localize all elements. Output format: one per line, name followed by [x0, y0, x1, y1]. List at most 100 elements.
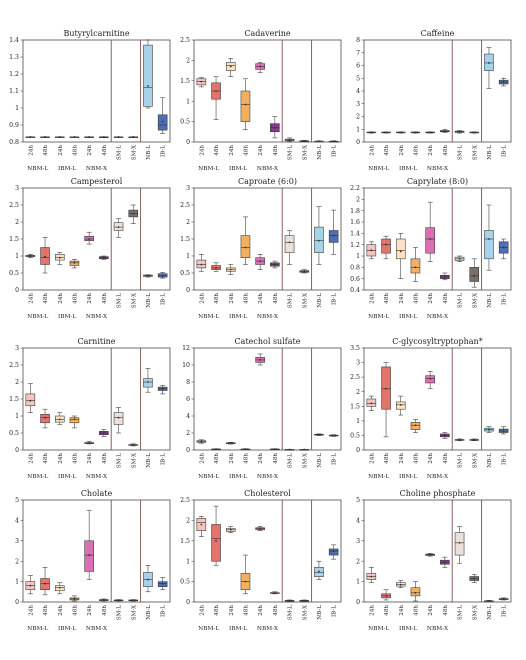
mean-point: [318, 433, 320, 436]
box-24h: [25, 136, 36, 138]
x-tick-label: 48h: [273, 605, 279, 616]
y-tick-label: 3: [356, 538, 360, 545]
mean-point: [132, 212, 135, 215]
y-tick-label: 1: [356, 579, 360, 586]
mean-point: [117, 226, 120, 229]
panel-3: Caffeine 0 1 2 3 4 5 6 7 8 24h 48h 24h 48h 24h 48h SM-L S…: [356, 29, 512, 172]
mean-point: [200, 263, 203, 266]
x-tick-label: SM-L: [117, 605, 123, 620]
group-label: NBM-L: [198, 474, 219, 480]
box-24h: [84, 136, 94, 138]
box-24h: [196, 439, 207, 444]
y-tick-label: 3: [15, 345, 19, 352]
panel-11: Cholesterol 0 0.5 1 1.5 2 2.5 24h 48h 24h 48h 24h 48…: [180, 489, 342, 632]
mean-point: [73, 261, 76, 264]
y-tick-label: 2: [356, 196, 360, 203]
panel-10: Cholate 0 1 2 3 4 5 24h 48h 24h 48h 24h 48h SM-L SM-X N…: [15, 489, 171, 632]
y-tick-label: 8: [356, 37, 360, 44]
box-NB-L: [484, 204, 494, 271]
x-tick-label: 24h: [58, 145, 64, 156]
x-tick-label: 24h: [369, 145, 375, 156]
box-body: [454, 532, 465, 556]
mean-point: [229, 442, 232, 445]
panel-title: Choline phosphate: [400, 489, 476, 498]
y-tick-label: 0.5: [180, 270, 190, 277]
x-tick-label: 48h: [384, 605, 390, 616]
mean-point: [73, 598, 76, 600]
y-tick-label: 6: [356, 63, 360, 70]
mean-point: [73, 418, 76, 421]
box-SM-L: [284, 230, 295, 265]
plot-frame: [193, 39, 342, 143]
box-24h: [84, 509, 94, 580]
mean-point: [200, 523, 203, 526]
x-tick-label: IB-L: [161, 453, 167, 465]
mean-point: [385, 594, 387, 597]
box-SM-X: [128, 599, 139, 602]
mean-point: [414, 266, 417, 269]
x-tick-label: NB-L: [317, 293, 323, 308]
plot-frame: [363, 499, 512, 603]
box-24h: [54, 412, 65, 425]
box-48h: [40, 408, 50, 429]
box-24h: [225, 264, 236, 275]
x-tick-label: 48h: [43, 453, 49, 464]
y-tick-label: 2.5: [9, 362, 19, 369]
x-tick-label: 24h: [58, 605, 64, 616]
x-tick-label: IB-L: [161, 145, 167, 157]
x-tick-label: 48h: [443, 605, 449, 616]
panel-title: Campesterol: [71, 177, 123, 186]
box-NB-L: [484, 47, 494, 89]
y-tick-label: 1: [356, 418, 360, 425]
x-tick-label: 24h: [28, 145, 34, 156]
panel-title: Cholate: [81, 489, 113, 498]
x-tick-label: SM-L: [288, 605, 294, 620]
box-48h: [211, 448, 221, 451]
x-tick-label: 24h: [428, 293, 434, 304]
box-SM-L: [113, 218, 124, 238]
box-NB-L: [143, 39, 153, 109]
box-body: [328, 548, 339, 556]
mean-point: [273, 592, 276, 594]
y-tick-label: 2: [15, 558, 19, 565]
y-tick-label: 4: [356, 88, 360, 95]
x-tick-label: NB-L: [146, 605, 152, 620]
box-48h: [270, 260, 280, 269]
box-48h: [211, 76, 221, 120]
x-tick-label: 24h: [258, 453, 264, 464]
mean-point: [502, 430, 505, 432]
group-label: NBM-X: [427, 314, 449, 320]
x-tick-label: SM-L: [458, 453, 464, 468]
x-tick-label: 24h: [229, 453, 235, 464]
box-48h: [270, 116, 280, 139]
box-SM-L: [454, 130, 465, 134]
group-label: IBM-L: [58, 166, 76, 172]
mean-point: [117, 599, 120, 602]
plot-frame: [22, 347, 171, 451]
mean-point: [399, 250, 402, 253]
mean-point: [147, 274, 149, 277]
box-SM-X: [128, 136, 139, 138]
mean-point: [102, 136, 105, 138]
box-NB-L: [314, 206, 324, 265]
box-48h: [240, 448, 251, 451]
box-body: [469, 267, 480, 282]
y-tick-label: 2: [186, 58, 190, 65]
x-tick-label: 24h: [428, 605, 434, 616]
x-tick-label: 24h: [229, 605, 235, 616]
box-24h: [225, 526, 236, 533]
box-48h: [381, 235, 391, 260]
x-tick-label: SM-X: [472, 145, 478, 160]
y-tick-label: 0: [15, 599, 19, 606]
box-24h: [225, 58, 236, 77]
group-label: NBM-X: [257, 474, 279, 480]
y-tick-label: 2.5: [180, 497, 190, 504]
x-tick-label: 24h: [87, 605, 93, 616]
box-SM-X: [128, 204, 139, 224]
x-tick-label: 48h: [273, 453, 279, 464]
group-label: NBM-X: [86, 626, 108, 632]
group-label: NBM-X: [427, 166, 449, 172]
box-24h: [366, 395, 377, 411]
box-SM-X: [299, 140, 310, 143]
x-tick-label: 24h: [87, 145, 93, 156]
